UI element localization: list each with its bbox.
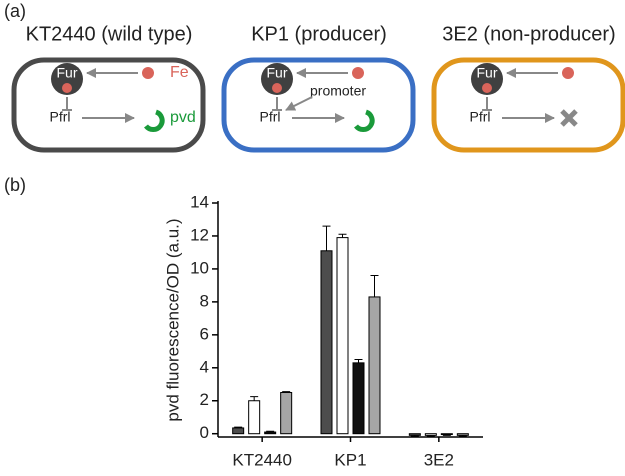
repressor-label: Fur — [267, 65, 288, 81]
repressor-label: Fur — [477, 65, 498, 81]
y-tick-label: 4 — [200, 357, 209, 376]
cell-title: 3E2 (non-producer) — [442, 23, 615, 45]
product-arc — [144, 109, 165, 132]
repressor — [51, 63, 83, 95]
promoter-label: Pfrl — [50, 109, 71, 125]
product-label: pvd — [170, 109, 196, 126]
promoter-label: Pfrl — [470, 109, 491, 125]
iron — [142, 67, 154, 79]
panel-label: (a) — [4, 1, 26, 21]
iron — [352, 67, 364, 79]
error-bar — [426, 435, 435, 437]
promoter-label: Pfrl — [260, 109, 281, 125]
error-bar — [354, 359, 363, 363]
iron-label: Fe — [170, 64, 189, 81]
product-arc — [354, 109, 375, 132]
error-bar — [338, 233, 347, 238]
y-tick-label: 12 — [190, 225, 209, 244]
repressor-label: Fur — [57, 65, 78, 81]
error-bar — [410, 435, 419, 437]
bound-iron — [62, 83, 72, 93]
bar — [320, 250, 333, 435]
bar — [248, 400, 261, 435]
y-tick-label: 6 — [200, 324, 209, 343]
y-tick-label: 0 — [200, 423, 209, 442]
error-bar — [234, 426, 243, 428]
y-axis-label: pvd fluorescence/OD (a.u.) — [163, 218, 182, 421]
bar — [352, 362, 365, 435]
arrow — [285, 96, 313, 111]
iron — [562, 67, 574, 79]
cell-outline — [431, 57, 625, 153]
bound-iron — [482, 83, 492, 93]
y-tick-label: 14 — [190, 192, 209, 211]
y-tick-label: 10 — [190, 258, 209, 277]
bar — [456, 433, 469, 436]
bar — [264, 431, 277, 435]
error-bar — [322, 225, 331, 251]
x-tick-label: 3E2 — [424, 450, 454, 469]
panel-label: (b) — [4, 175, 26, 195]
x-tick-label: KT2440 — [232, 450, 292, 469]
repressor — [261, 63, 293, 95]
bar — [440, 433, 453, 436]
bar — [424, 433, 437, 436]
bar — [408, 433, 421, 436]
error-bar — [458, 435, 467, 437]
error-bar — [370, 275, 379, 297]
bar — [368, 296, 381, 435]
cell-title: KT2440 (wild type) — [26, 23, 193, 45]
cell-outline — [11, 57, 206, 153]
error-bar — [250, 396, 259, 401]
cell-outline — [221, 57, 416, 153]
x-tick-label: KP1 — [334, 450, 366, 469]
repressor — [471, 63, 503, 95]
bar — [280, 392, 293, 435]
bar — [232, 427, 245, 435]
error-bar — [442, 434, 451, 436]
no-product — [560, 109, 578, 127]
note-label: promoter — [310, 83, 366, 99]
bar — [336, 237, 349, 435]
error-bar — [266, 430, 275, 433]
y-tick-label: 8 — [200, 291, 209, 310]
bound-iron — [272, 83, 282, 93]
y-tick-label: 2 — [200, 390, 209, 409]
cell-title: KP1 (producer) — [251, 23, 387, 45]
error-bar — [282, 391, 291, 393]
